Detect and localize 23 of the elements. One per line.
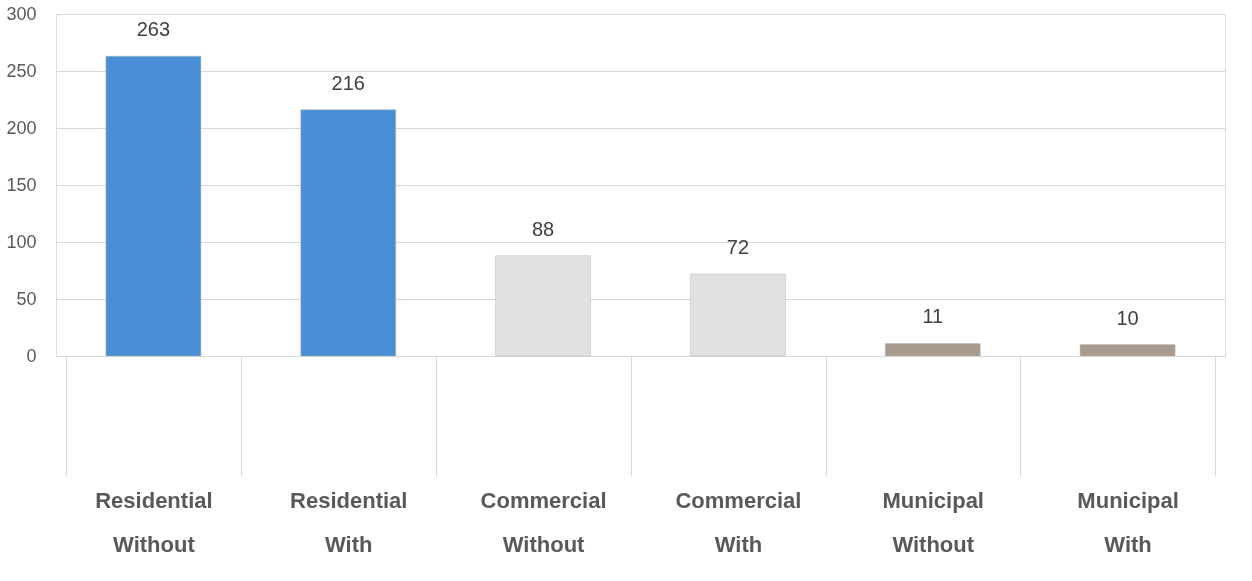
- data-label: 88: [531, 217, 555, 240]
- data-label: 10: [1116, 306, 1139, 329]
- bar: [1079, 344, 1176, 357]
- data-label: 263: [136, 18, 171, 41]
- x-tick-label: Municipal Without: [882, 487, 984, 557]
- bar: [885, 343, 981, 357]
- y-tick-label: 100: [6, 231, 37, 252]
- y-tick-label: 300: [6, 3, 37, 24]
- y-tick-label: 0: [26, 345, 37, 366]
- x-tick-label: Municipal With: [1077, 487, 1179, 557]
- bar: [105, 55, 202, 357]
- x-tick-label: Residential Without: [95, 487, 213, 557]
- x-tick-label: Commercial With: [675, 487, 802, 557]
- data-label: 11: [922, 305, 944, 328]
- bar: [300, 109, 396, 357]
- y-tick-label: 150: [6, 174, 37, 195]
- x-tick-label: Residential With: [290, 487, 408, 557]
- y-tick-label: 250: [6, 60, 37, 81]
- y-tick-label: 200: [6, 117, 37, 138]
- data-label: 216: [331, 71, 365, 94]
- data-label: 72: [726, 235, 750, 258]
- y-tick-label: 50: [16, 288, 37, 309]
- x-tick-label: Commercial Without: [480, 487, 607, 557]
